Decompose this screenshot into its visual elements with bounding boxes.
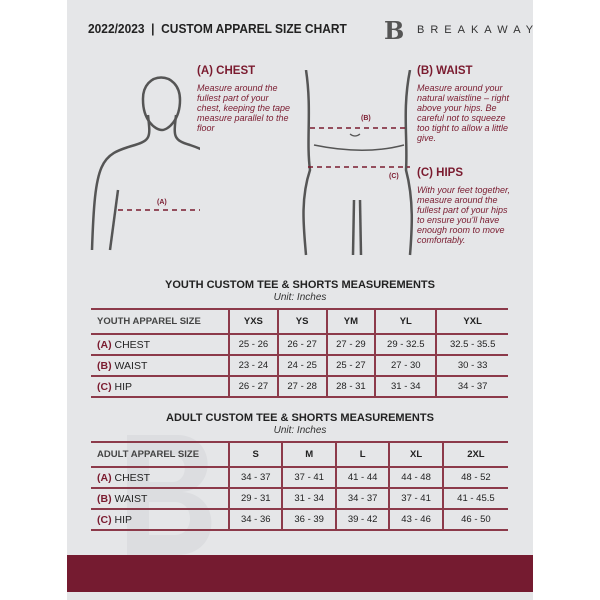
- measurement-letter: (C): [97, 513, 112, 526]
- adult-size-table: ADULT APPAREL SIZE S M L XL 2XL (A) CHEST 34 - …: [91, 441, 508, 531]
- measurement-letter: (B): [97, 492, 112, 505]
- size-header: ADULT APPAREL SIZE: [91, 441, 229, 468]
- lower-body-illustration: [302, 70, 414, 256]
- table-row: (A) CHEST 25 - 26 26 - 27 27 - 29 29 - 32.5 3…: [91, 333, 508, 356]
- measurement-label: (A) CHEST: [91, 333, 229, 356]
- measurement-letter: (A): [97, 471, 112, 484]
- adult-section-title: ADULT CUSTOM TEE & SHORTS MEASUREMENTS: [166, 412, 434, 424]
- measurement-cell: 32.5 - 35.5: [435, 333, 508, 356]
- size-column-header: YXL: [435, 308, 508, 335]
- measurement-cell: 46 - 50: [441, 508, 508, 531]
- measurement-label: (A) CHEST: [91, 466, 229, 489]
- hips-description: With your feet together, measure around …: [417, 185, 510, 245]
- measurement-cell: 39 - 42: [334, 508, 390, 531]
- table-row: (B) WAIST 23 - 24 24 - 25 25 - 27 27 - 30 30 …: [91, 354, 508, 377]
- measurement-cell: 25 - 26: [228, 333, 278, 356]
- measurement-cell: 26 - 27: [276, 333, 327, 356]
- measurement-letter: (B): [97, 359, 112, 372]
- size-column-header: YM: [325, 308, 376, 335]
- measurement-cell: 27 - 28: [276, 375, 327, 398]
- measurement-label: (B) WAIST: [91, 354, 229, 377]
- measurement-cell: 34 - 36: [227, 508, 283, 531]
- size-column-header: YL: [374, 308, 437, 335]
- measurement-cell: 29 - 31: [227, 487, 283, 510]
- size-header: YOUTH APPAREL SIZE: [91, 308, 229, 335]
- youth-size-table: YOUTH APPAREL SIZE YXS YS YM YL YXL (A) CHEST 2…: [91, 308, 508, 398]
- measurement-cell: 23 - 24: [228, 354, 278, 377]
- measurement-name: WAIST: [114, 359, 148, 372]
- table-row: (B) WAIST 29 - 31 31 - 34 34 - 37 37 - 41 41 …: [91, 487, 508, 510]
- page-title: 2022/2023 | CUSTOM APPAREL SIZE CHART: [88, 21, 347, 36]
- adult-unit: Unit: Inches: [273, 425, 327, 436]
- measurement-name: WAIST: [114, 492, 148, 505]
- measurement-label: (C) HIP: [91, 508, 229, 531]
- measurement-name: CHEST: [114, 471, 151, 484]
- size-column-header: YS: [276, 308, 327, 335]
- measurement-cell: 28 - 31: [325, 375, 376, 398]
- waist-description: Measure around your natural waistline – …: [417, 83, 510, 143]
- measurement-name: CHEST: [114, 338, 151, 351]
- table-row: (A) CHEST 34 - 37 37 - 41 41 - 44 44 - 48 48 …: [91, 466, 508, 489]
- measurement-cell: 36 - 39: [281, 508, 336, 531]
- measurement-cell: 25 - 27: [325, 354, 376, 377]
- hips-heading: (C) HIPS: [417, 167, 463, 179]
- youth-unit: Unit: Inches: [273, 292, 327, 303]
- measurement-cell: 37 - 41: [281, 466, 336, 489]
- measurement-cell: 31 - 34: [374, 375, 437, 398]
- measurement-cell: 31 - 34: [281, 487, 336, 510]
- measurement-cell: 26 - 27: [228, 375, 278, 398]
- measurement-cell: 34 - 37: [227, 466, 283, 489]
- measurement-label: (B) WAIST: [91, 487, 229, 510]
- size-column-header: 2XL: [441, 441, 508, 468]
- marker-c: (C): [389, 173, 399, 180]
- measurement-cell: 34 - 37: [435, 375, 508, 398]
- footer-band: [67, 555, 533, 592]
- size-column-header: YXS: [228, 308, 278, 335]
- measurement-cell: 24 - 25: [276, 354, 327, 377]
- measurement-cell: 48 - 52: [441, 466, 508, 489]
- measurement-label: (C) HIP: [91, 375, 229, 398]
- measurement-cell: 37 - 41: [388, 487, 443, 510]
- measurement-cell: 29 - 32.5: [374, 333, 437, 356]
- upper-body-illustration: [90, 76, 200, 251]
- brand-logo-icon: B: [384, 16, 405, 45]
- measurement-cell: 44 - 48: [388, 466, 443, 489]
- measurement-name: HIP: [114, 513, 133, 526]
- size-column-header: L: [334, 441, 390, 468]
- measurement-letter: (A): [97, 338, 112, 351]
- measurement-cell: 30 - 33: [435, 354, 508, 377]
- waist-heading: (B) WAIST: [417, 65, 473, 77]
- table-row: (C) HIP 34 - 36 36 - 39 39 - 42 43 - 46 46 - …: [91, 508, 508, 531]
- marker-a: (A): [157, 199, 167, 206]
- measurement-cell: 41 - 45.5: [441, 487, 508, 510]
- measurement-cell: 27 - 29: [325, 333, 376, 356]
- size-column-header: M: [281, 441, 336, 468]
- measurement-letter: (C): [97, 380, 112, 393]
- measurement-cell: 27 - 30: [374, 354, 437, 377]
- header-row: ADULT APPAREL SIZE S M L XL 2XL: [91, 441, 508, 468]
- measurement-cell: 41 - 44: [334, 466, 390, 489]
- marker-b: (B): [361, 115, 371, 122]
- size-column-header: S: [227, 441, 283, 468]
- chest-description: Measure around the fullest part of your …: [197, 83, 291, 133]
- youth-section-title: YOUTH CUSTOM TEE & SHORTS MEASUREMENTS: [165, 279, 435, 291]
- header-row: YOUTH APPAREL SIZE YXS YS YM YL YXL: [91, 308, 508, 335]
- table-row: (C) HIP 26 - 27 27 - 28 28 - 31 31 - 34 34 - …: [91, 375, 508, 398]
- chest-heading: (A) CHEST: [197, 65, 256, 77]
- measurement-cell: 43 - 46: [388, 508, 443, 531]
- brand-name: BREAKAWAY: [417, 24, 540, 36]
- size-column-header: XL: [388, 441, 443, 468]
- measurement-name: HIP: [114, 380, 133, 393]
- measurement-cell: 34 - 37: [334, 487, 390, 510]
